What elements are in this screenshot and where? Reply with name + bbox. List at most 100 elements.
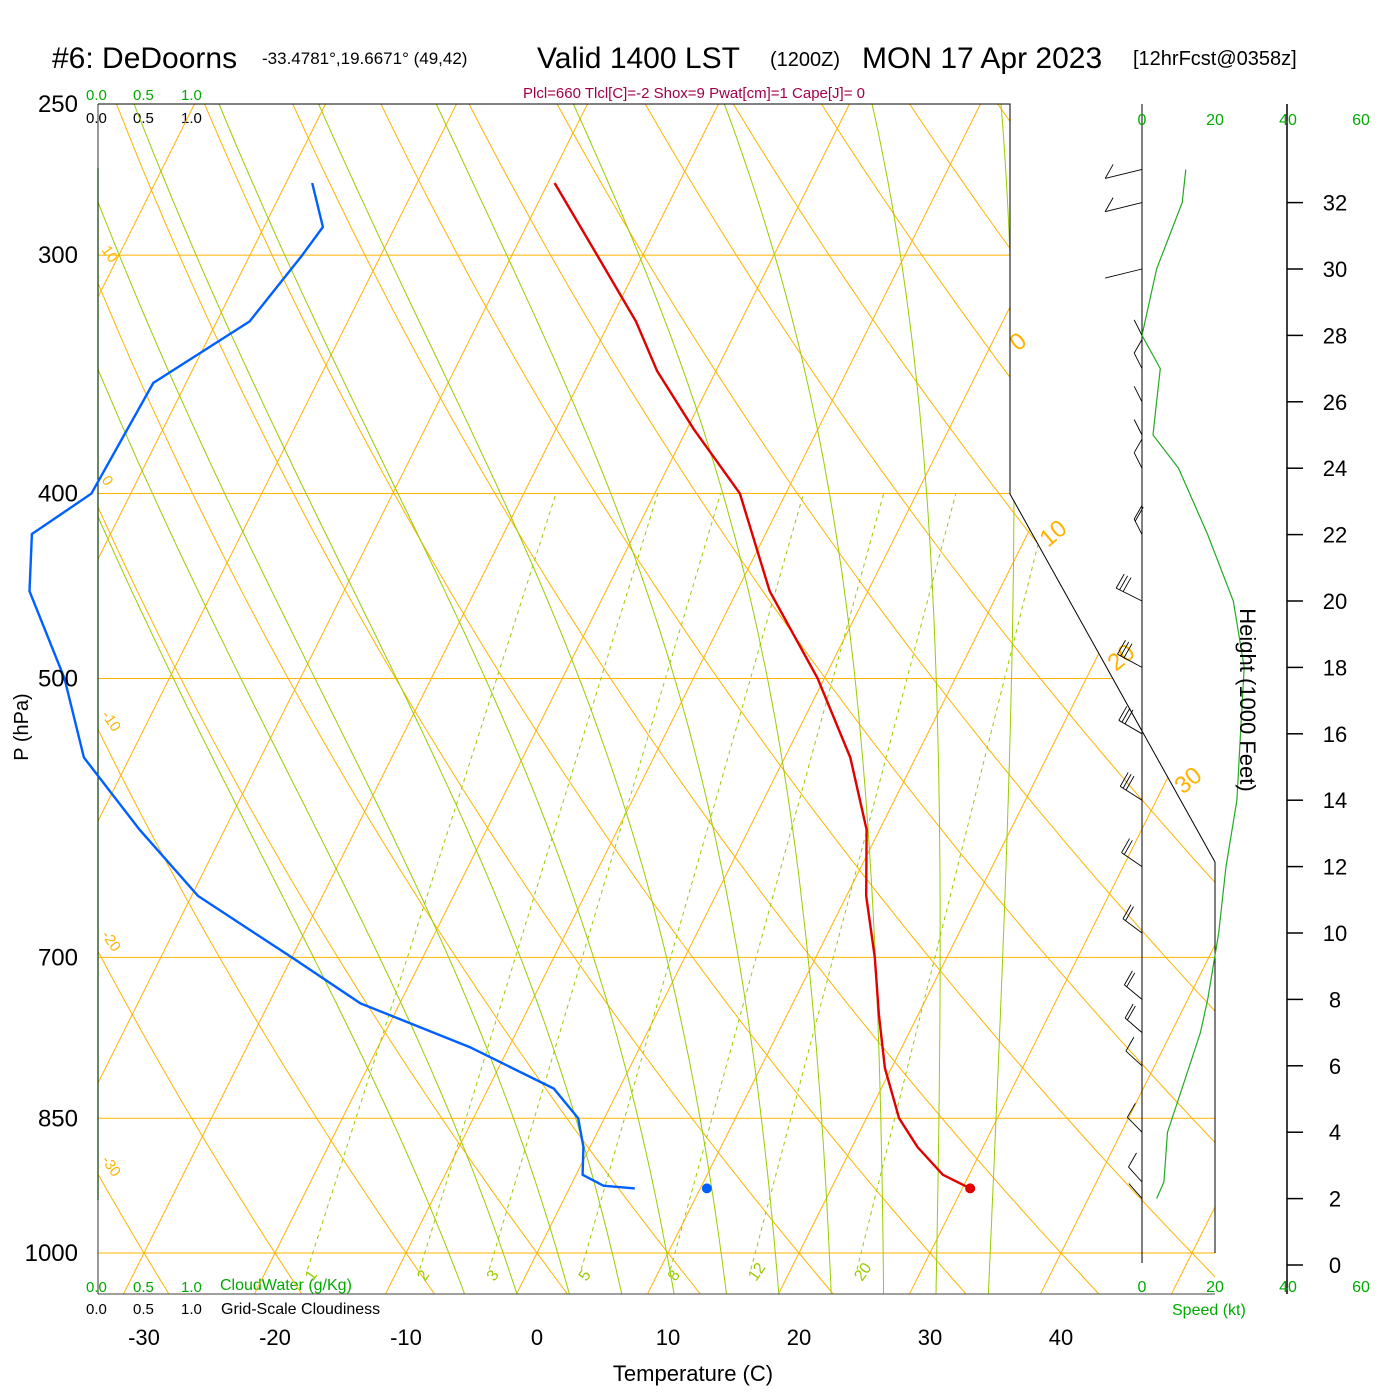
speed-tick-bottom: 20 xyxy=(1206,1279,1224,1296)
x-tick-label: 40 xyxy=(1049,1325,1073,1350)
moist-adiabat xyxy=(318,104,727,1294)
isotherm-line xyxy=(778,104,1215,1294)
dry-adiabat xyxy=(1323,70,1400,1293)
speed-tick-bottom: 40 xyxy=(1279,1279,1297,1296)
isotherm-line xyxy=(909,104,1215,1294)
x-tick-label: -30 xyxy=(128,1325,160,1350)
cloudwater-tick-1-bottom: 0.5 xyxy=(133,1279,154,1296)
dry-adiabat-label: -10 xyxy=(98,708,124,736)
speed-tick-top: 20 xyxy=(1206,112,1224,129)
speed-tick-bottom: 0 xyxy=(1138,1279,1147,1296)
dry-adiabat xyxy=(886,104,1215,1294)
dry-adiabat xyxy=(277,104,1099,1294)
wind-barb xyxy=(1133,338,1143,369)
isotherm-line xyxy=(98,104,343,1294)
height-tick-label: 20 xyxy=(1323,589,1347,614)
pressure-tick-label: 400 xyxy=(38,481,78,508)
mixing-ratio-line xyxy=(750,493,957,1270)
wind-barb xyxy=(1125,1036,1143,1067)
x-tick-label: -20 xyxy=(259,1325,291,1350)
height-tick-label: 30 xyxy=(1323,257,1347,282)
valid-date: MON 17 Apr 2023 xyxy=(862,42,1102,75)
dry-adiabat xyxy=(98,104,568,1294)
plot-frame xyxy=(98,103,1216,1253)
dewpoint-profile-line xyxy=(28,182,635,1190)
wind-barb xyxy=(1105,268,1143,279)
pressure-tick-label: 500 xyxy=(38,666,78,693)
dry-adiabat xyxy=(98,104,435,1294)
height-tick-label: 10 xyxy=(1323,921,1347,946)
cloud-scale-top: 0.0 0.5 1.0 0.0 0.5 1.0 xyxy=(86,87,202,127)
height-tick-label: 6 xyxy=(1329,1054,1341,1079)
surface-dewpoint-point xyxy=(701,1183,712,1194)
moist-adiabat xyxy=(133,104,623,1294)
height-tick-label: 0 xyxy=(1329,1253,1341,1278)
isotherm-line xyxy=(516,104,1129,1294)
wind-barb xyxy=(1122,904,1143,934)
height-tick-label: 26 xyxy=(1323,390,1347,415)
wind-barb xyxy=(1133,419,1143,436)
moist-adiabat xyxy=(98,104,465,1294)
temperature-profile-line xyxy=(553,182,971,1190)
dry-adiabat xyxy=(190,104,966,1294)
mixing-ratio-line xyxy=(419,493,659,1270)
wind-speed-line xyxy=(1141,169,1245,1199)
mixing-ratio-line xyxy=(669,493,885,1270)
dry-adiabat xyxy=(98,104,169,1294)
x-axis-title: Temperature (C) xyxy=(613,1361,773,1386)
speed-tick-top: 60 xyxy=(1352,112,1370,129)
isotherm-line xyxy=(647,104,1215,1294)
cloudiness-tick-1-bottom: 0.5 xyxy=(133,1301,154,1318)
height-tick-label: 2 xyxy=(1329,1187,1341,1212)
pressure-tick-label: 250 xyxy=(38,91,78,118)
isotherm-line xyxy=(98,104,605,1294)
wind-barb xyxy=(1128,1152,1143,1183)
cloudiness-tick-0-bottom: 0.0 xyxy=(86,1301,107,1318)
height-tick-label: 12 xyxy=(1323,855,1347,880)
height-tick-label: 4 xyxy=(1329,1120,1341,1145)
cloudwater-tick-2-bottom: 1.0 xyxy=(181,1279,202,1296)
isotherm-line xyxy=(98,104,212,1294)
wind-barb xyxy=(1121,838,1143,867)
mixing-ratio-label: 3 xyxy=(484,1267,503,1284)
isotherm-line xyxy=(385,104,998,1294)
isotherm-line xyxy=(1171,104,1215,1294)
dry-adiabat xyxy=(538,104,1215,1294)
dry-adiabat xyxy=(799,104,1215,1294)
height-tick-label: 18 xyxy=(1323,655,1347,680)
wind-barb xyxy=(1126,1103,1143,1133)
dry-adiabat xyxy=(364,104,1215,1294)
dry-adiabat xyxy=(0,70,36,1293)
zulu-time: (1200Z) xyxy=(770,49,840,71)
cloudiness-tick-1: 0.5 xyxy=(133,110,154,127)
dry-adiabat xyxy=(1148,104,1215,1294)
stability-indices: Plcl=660 Tlcl[C]=-2 Shox=9 Pwat[cm]=1 Ca… xyxy=(523,85,865,102)
height-tick-label: 22 xyxy=(1323,523,1347,548)
mixing-ratio-label: 2 xyxy=(414,1267,433,1284)
wind-barb xyxy=(1124,1003,1143,1033)
height-tick-label: 28 xyxy=(1323,323,1347,348)
wind-barb xyxy=(1133,438,1143,469)
surface-temperature-point xyxy=(965,1183,976,1194)
moist-adiabat xyxy=(98,104,518,1294)
dry-adiabat xyxy=(625,104,1215,1294)
dry-adiabat-label-right: 0 xyxy=(1005,327,1033,356)
dry-adiabat xyxy=(973,104,1215,1294)
sounding-profiles xyxy=(28,164,1245,1199)
axis-labels: -30 -20 -10 0 10 20 30 402503004005007008501000… xyxy=(25,91,1370,1350)
mixing-ratio-line xyxy=(856,493,1052,1270)
pressure-tick-label: 1000 xyxy=(25,1240,78,1267)
wind-barb xyxy=(1104,197,1143,213)
wind-barb xyxy=(1133,319,1143,336)
wind-barb xyxy=(1133,504,1144,535)
dry-adiabat-label-right: 30 xyxy=(1170,762,1208,800)
height-tick-label: 16 xyxy=(1323,722,1347,747)
height-tick-label: 8 xyxy=(1329,987,1341,1012)
cloudiness-tick-2-bottom: 1.0 xyxy=(181,1301,202,1318)
moist-adiabat xyxy=(98,104,570,1294)
pressure-tick-label: 700 xyxy=(38,944,78,971)
thermo-background xyxy=(0,70,1400,1294)
isotherm-line xyxy=(1040,104,1215,1294)
